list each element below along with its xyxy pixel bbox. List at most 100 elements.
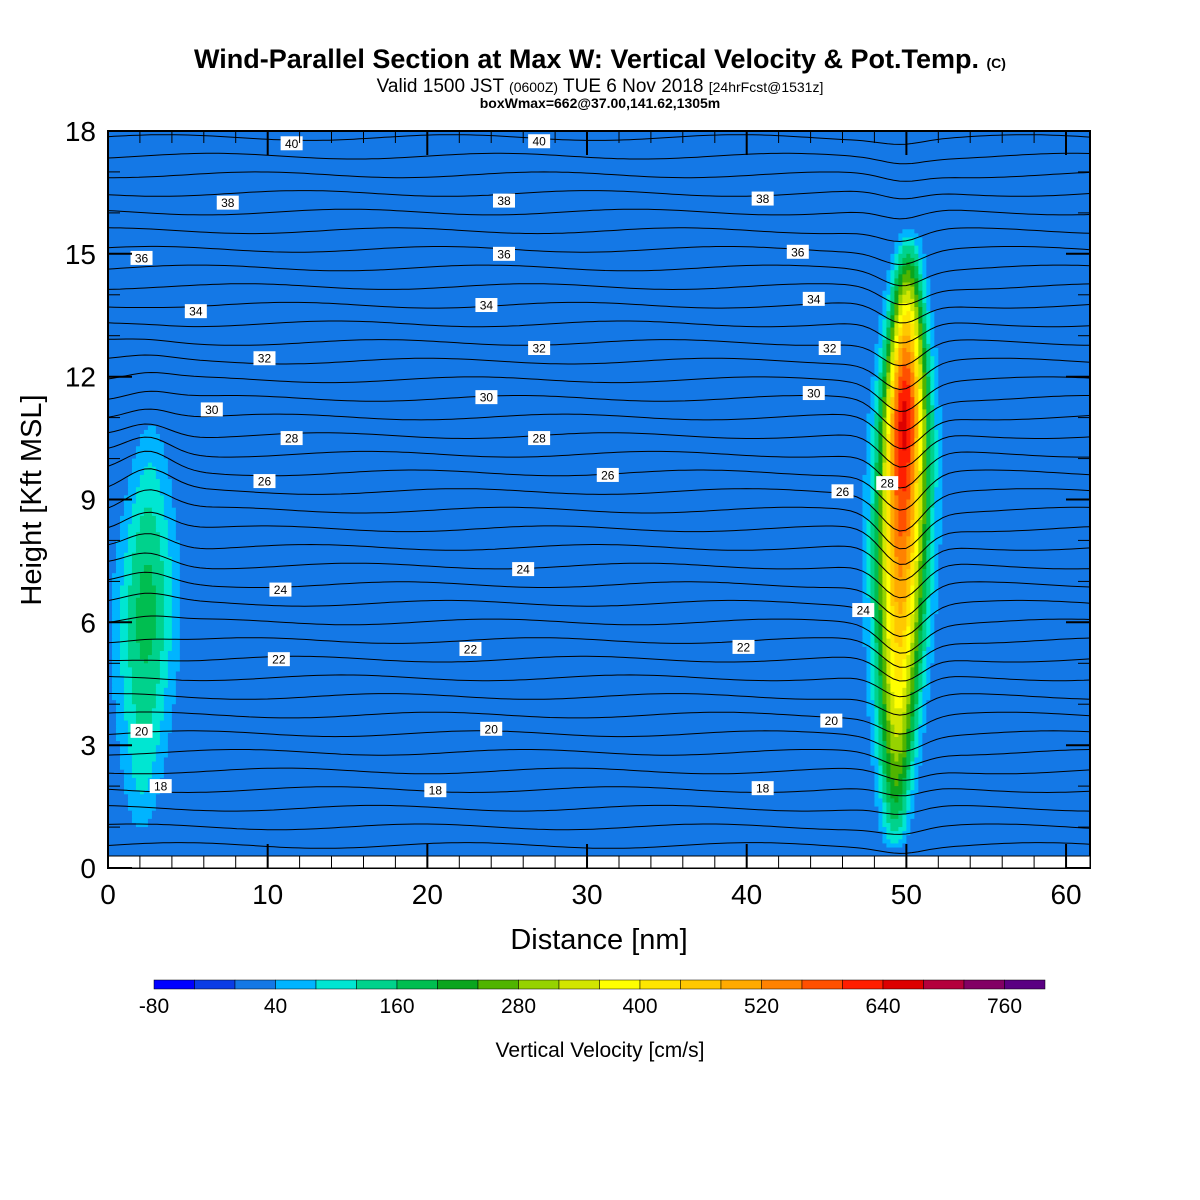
colorbar-swatch xyxy=(518,979,560,990)
theta-contour-label-text: 36 xyxy=(791,245,805,259)
colorbar: -80 40 160 280 400 520 640 760 xyxy=(139,979,1046,1018)
box-info: boxWmax=662@37.00,141.62,1305m xyxy=(479,95,721,111)
theta-contour-label: 32 xyxy=(528,341,551,356)
valid-time-date: TUE 6 Nov 2018 xyxy=(563,76,704,97)
colorbar-swatch xyxy=(842,979,884,990)
theta-contour xyxy=(107,408,1091,449)
theta-contour-label-text: 30 xyxy=(205,403,219,417)
theta-contour xyxy=(107,423,1091,468)
y-tick-label: 0 xyxy=(80,853,96,884)
colorbar-tick-label: 640 xyxy=(865,995,900,1018)
theta-contour-label: 24 xyxy=(269,582,292,597)
y-axis-label: Height [Kft MSL] xyxy=(16,394,48,605)
theta-contour-label-text: 20 xyxy=(135,724,149,738)
chart-title-text: Wind-Parallel Section at Max W: Vertical… xyxy=(194,44,979,74)
theta-contour-label: 36 xyxy=(492,246,515,261)
theta-contour-label: 28 xyxy=(528,431,551,446)
theta-contour xyxy=(107,134,1091,145)
colorbar-tick-label: 280 xyxy=(501,995,536,1018)
x-tick-label: 20 xyxy=(412,879,443,910)
theta-contour-label-text: 24 xyxy=(274,583,288,597)
theta-contour xyxy=(107,592,1091,638)
colorbar-swatch xyxy=(963,979,1005,990)
theta-contour-label-text: 28 xyxy=(881,477,895,491)
theta-contour-label-text: 40 xyxy=(285,137,299,151)
valid-time: Valid 1500 JST (0600Z) TUE 6 Nov 2018 [2… xyxy=(0,76,1200,97)
theta-contour-label: 36 xyxy=(130,250,153,265)
colorbar-tick-label: 760 xyxy=(987,995,1022,1018)
theta-contour-label: 24 xyxy=(852,603,875,618)
theta-contour-label-text: 22 xyxy=(737,640,751,654)
colorbar-swatch xyxy=(720,979,762,990)
theta-contour-label-text: 22 xyxy=(272,653,286,667)
theta-contour-label: 26 xyxy=(596,467,619,482)
theta-contour xyxy=(107,190,1091,200)
theta-contour xyxy=(107,489,1091,550)
y-tick-label: 3 xyxy=(80,730,96,761)
colorbar-swatch xyxy=(639,979,681,990)
theta-contour xyxy=(107,786,1091,797)
theta-contour-label-text: 18 xyxy=(154,780,168,794)
theta-contour-label: 18 xyxy=(149,779,172,794)
theta-contour xyxy=(107,227,1091,243)
y-tick-label: 9 xyxy=(80,485,96,516)
theta-contour-label: 28 xyxy=(876,476,899,491)
x-tick-label: 60 xyxy=(1050,879,1081,910)
theta-contour xyxy=(107,804,1091,815)
colorbar-swatch xyxy=(437,979,479,990)
theta-contour xyxy=(107,730,1091,752)
colorbar-swatch xyxy=(315,979,357,990)
x-axis-label: Distance [nm] xyxy=(510,924,687,956)
theta-contour xyxy=(107,436,1090,489)
theta-contour-label: 32 xyxy=(253,351,276,366)
x-tick-label: 0 xyxy=(100,879,116,910)
theta-contour-label-text: 36 xyxy=(135,251,149,265)
theta-contour-label: 34 xyxy=(475,298,498,313)
theta-contour xyxy=(107,371,1091,413)
colorbar-label: Vertical Velocity [cm/s] xyxy=(496,1039,705,1062)
theta-contour-label: 22 xyxy=(732,639,755,654)
theta-contour xyxy=(107,283,1091,306)
theta-contour-label: 20 xyxy=(820,713,843,728)
theta-contour-label: 38 xyxy=(216,195,239,210)
theta-contour-label-text: 28 xyxy=(532,432,546,446)
theta-contour-label: 22 xyxy=(459,641,482,656)
theta-contour-label: 30 xyxy=(475,390,498,405)
theta-contour-label-text: 28 xyxy=(285,432,299,446)
theta-contour-label-text: 20 xyxy=(825,714,839,728)
colorbar-swatch xyxy=(923,979,965,990)
theta-contour xyxy=(107,767,1091,781)
theta-contour xyxy=(108,171,1091,182)
theta-contour-label: 32 xyxy=(818,341,841,356)
theta-contour-label-text: 32 xyxy=(532,342,546,356)
theta-contour-label: 30 xyxy=(802,386,825,401)
y-tick-label: 12 xyxy=(65,362,96,393)
theta-contour-label: 24 xyxy=(512,562,535,577)
theta-contour-label-text: 34 xyxy=(189,305,203,319)
theta-contour-label-text: 24 xyxy=(857,604,871,618)
theta-contour-label-text: 32 xyxy=(258,352,272,366)
theta-contour-label-text: 36 xyxy=(497,247,511,261)
theta-contour xyxy=(107,749,1091,767)
velocity-field xyxy=(108,131,1091,869)
theta-contour-label-text: 30 xyxy=(807,387,821,401)
theta-contour-label-text: 22 xyxy=(464,642,478,656)
theta-contour-label: 20 xyxy=(130,723,153,738)
theta-contour-label: 28 xyxy=(280,431,303,446)
forecast-info: [24hrFcst@1531z] xyxy=(708,79,824,95)
colorbar-swatch xyxy=(234,979,276,990)
x-tick-label: 30 xyxy=(571,879,602,910)
colorbar-tick-label: 520 xyxy=(744,995,779,1018)
colorbar-tick-label: 160 xyxy=(379,995,414,1018)
theta-contour-label-text: 32 xyxy=(823,342,837,356)
theta-contour-label-text: 34 xyxy=(807,292,821,306)
theta-contour-label-text: 18 xyxy=(756,782,770,796)
x-tick-label: 40 xyxy=(731,879,762,910)
y-tick-label: 15 xyxy=(65,239,96,270)
theta-contour-label: 26 xyxy=(831,484,854,499)
theta-contour-label-text: 24 xyxy=(516,563,530,577)
valid-time-main: Valid 1500 JST xyxy=(376,76,504,97)
theta-contour-label-text: 26 xyxy=(601,468,615,482)
theta-contour-label-text: 38 xyxy=(756,192,770,206)
